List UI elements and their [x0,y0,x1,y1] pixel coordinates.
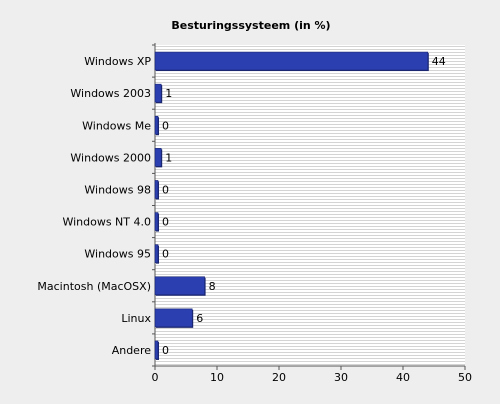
data-label: 0 [162,183,169,196]
bar [154,276,205,296]
bar [154,180,159,199]
bar [154,148,162,167]
data-label: 0 [162,248,169,261]
x-tick-label: 50 [458,371,472,384]
bar [154,308,193,328]
category-label: Windows 95 [84,248,151,261]
bar [154,51,429,71]
x-tick-label: 10 [210,371,224,384]
x-tick-label: 40 [396,371,410,384]
data-label: 0 [162,119,169,132]
category-label: Linux [121,312,151,325]
data-label: 0 [162,216,169,229]
x-tick-label: 20 [272,371,286,384]
bar [154,115,159,135]
data-label: 0 [162,344,169,357]
data-label: 1 [165,151,172,164]
data-label: 1 [165,87,172,100]
data-label: 6 [196,312,203,325]
category-label: Windows 2003 [70,87,151,100]
chart-title: Besturingssysteem (in %) [171,19,330,32]
category-label: Windows 2000 [70,151,151,164]
bar [154,244,159,263]
bar [154,340,159,360]
data-label: 8 [209,280,216,293]
data-label: 44 [432,55,446,68]
category-label: Andere [112,344,152,357]
category-label: Windows 98 [84,183,151,196]
category-label: Macintosh (MacOSX) [37,280,151,293]
category-label: Windows Me [82,119,151,132]
category-label: Windows NT 4.0 [62,216,151,229]
x-tick-label: 0 [152,371,159,384]
category-label: Windows XP [84,55,151,68]
x-tick-label: 30 [334,371,348,384]
bar [154,83,162,103]
bar [154,212,159,231]
